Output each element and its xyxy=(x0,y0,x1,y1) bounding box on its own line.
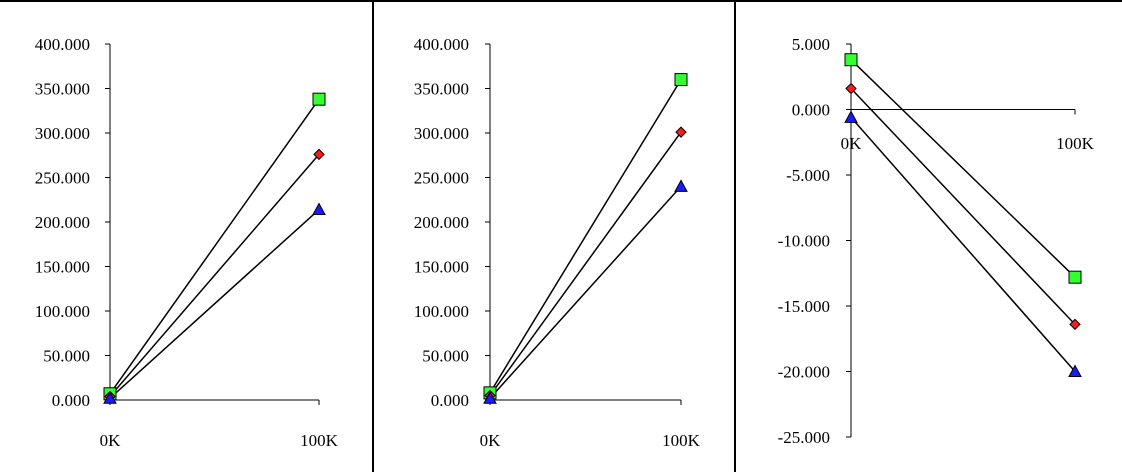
chart-panel-3: 0K 100K 5.000 0.000 -5.000 -10.000 -15.0… xyxy=(778,35,1095,447)
x-tick-label: 0K xyxy=(841,134,863,153)
data-point-triangle xyxy=(1068,364,1082,377)
chart-panel-2: 0K 100K 400.000 350.000 300.000 250.000 … xyxy=(414,35,701,450)
y-tick-label: -20.000 xyxy=(778,363,830,382)
data-point-diamond xyxy=(845,82,857,95)
data-point-diamond xyxy=(313,148,325,161)
x-axis-panel-2: 0K 100K xyxy=(480,399,701,450)
y-tick-label: 400.000 xyxy=(414,35,469,54)
y-tick-label: 200.000 xyxy=(35,213,90,232)
y-tick-label: 0.000 xyxy=(52,391,90,410)
y-tick-label: 300.000 xyxy=(414,124,469,143)
data-point-square xyxy=(674,73,688,87)
series-line-diamond xyxy=(109,153,320,397)
data-point-triangle xyxy=(312,202,326,216)
x-tick-label: 0K xyxy=(480,431,502,450)
series-line-diamond xyxy=(850,88,1076,325)
y-tick-label: 200.000 xyxy=(414,213,469,232)
y-tick-label: -10.000 xyxy=(778,232,830,251)
y-tick-label: 50.000 xyxy=(43,347,90,366)
x-tick-label: 100K xyxy=(1056,134,1095,153)
y-tick-label: 5.000 xyxy=(792,35,830,54)
y-tick-label: 350.000 xyxy=(414,80,469,99)
y-tick-label: 300.000 xyxy=(35,124,90,143)
x-tick-label: 0K xyxy=(100,431,122,450)
y-tick-label: -15.000 xyxy=(778,297,830,316)
y-tick-label: -25.000 xyxy=(778,428,830,447)
y-axis-panel-2 xyxy=(485,43,491,401)
data-point-triangle xyxy=(674,179,688,192)
series-line-triangle xyxy=(850,116,1076,372)
series-line-triangle xyxy=(489,185,682,399)
x-axis-panel-1: 0K 100K xyxy=(100,399,339,450)
y-tick-label: 350.000 xyxy=(35,80,90,99)
series-line-square xyxy=(109,98,320,395)
data-point-square xyxy=(312,92,326,106)
y-tick-label: 150.000 xyxy=(35,258,90,277)
y-tick-label: 100.000 xyxy=(414,302,469,321)
data-point-triangle xyxy=(103,391,117,404)
data-point-square xyxy=(844,53,858,67)
data-point-triangle xyxy=(844,110,858,123)
y-tick-label: 150.000 xyxy=(414,258,469,277)
series-line-square xyxy=(850,59,1076,278)
chart-panel-1: 0K 100K 400.000 350.000 300.000 250.000 … xyxy=(35,35,339,450)
data-point-diamond xyxy=(1069,318,1081,331)
y-tick-label: 250.000 xyxy=(35,169,90,188)
y-tick-label: 50.000 xyxy=(422,347,469,366)
x-tick-label: 100K xyxy=(300,431,339,450)
y-tick-label: 0.000 xyxy=(792,101,830,120)
x-tick-label: 100K xyxy=(662,431,701,450)
data-point-triangle xyxy=(483,391,497,404)
data-point-diamond xyxy=(675,126,687,138)
data-point-square xyxy=(1068,270,1082,284)
y-tick-label: 400.000 xyxy=(35,35,90,54)
y-tick-label: 0.000 xyxy=(431,391,469,410)
y-tick-label: 250.000 xyxy=(414,169,469,188)
series-line-square xyxy=(489,79,682,394)
series-line-triangle xyxy=(109,208,320,399)
series-line-diamond xyxy=(489,131,682,396)
y-tick-label: 100.000 xyxy=(35,302,90,321)
y-tick-label: -5.000 xyxy=(786,166,830,185)
x-axis-panel-3: 0K 100K xyxy=(841,109,1095,153)
